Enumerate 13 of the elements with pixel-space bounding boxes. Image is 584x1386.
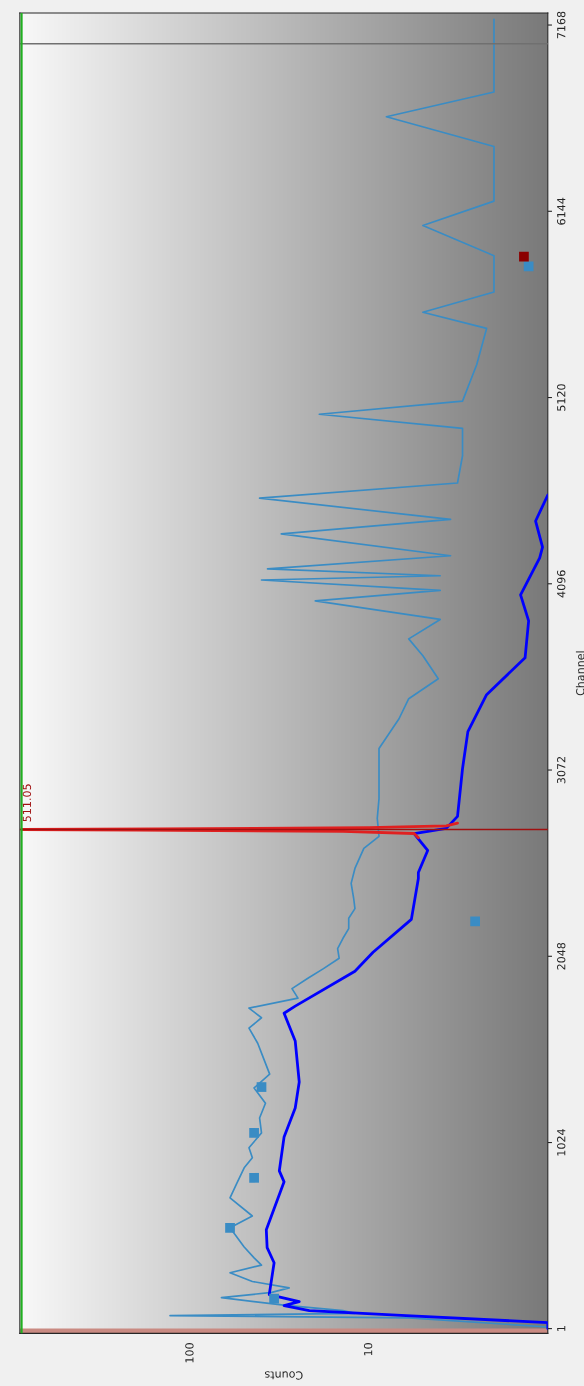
y-tick-label: 7168 [557,11,566,39]
y-tick-label: 3072 [557,757,566,784]
x-tick-label: 10 [363,1343,373,1356]
y-tick-label: 2048 [557,942,566,970]
x-axis-title: Counts [264,1371,303,1380]
annotation: 511.05 [22,784,32,822]
y-tick-label: 1 [557,1326,566,1331]
y-tick-label: 1024 [557,1129,566,1156]
y-tick-label: 4096 [557,570,566,598]
y-tick-label: 6144 [557,197,566,225]
y-axis-title: Channel [575,651,584,696]
y-tick-label: 5120 [557,384,566,411]
x-tick-label: 100 [185,1343,194,1363]
